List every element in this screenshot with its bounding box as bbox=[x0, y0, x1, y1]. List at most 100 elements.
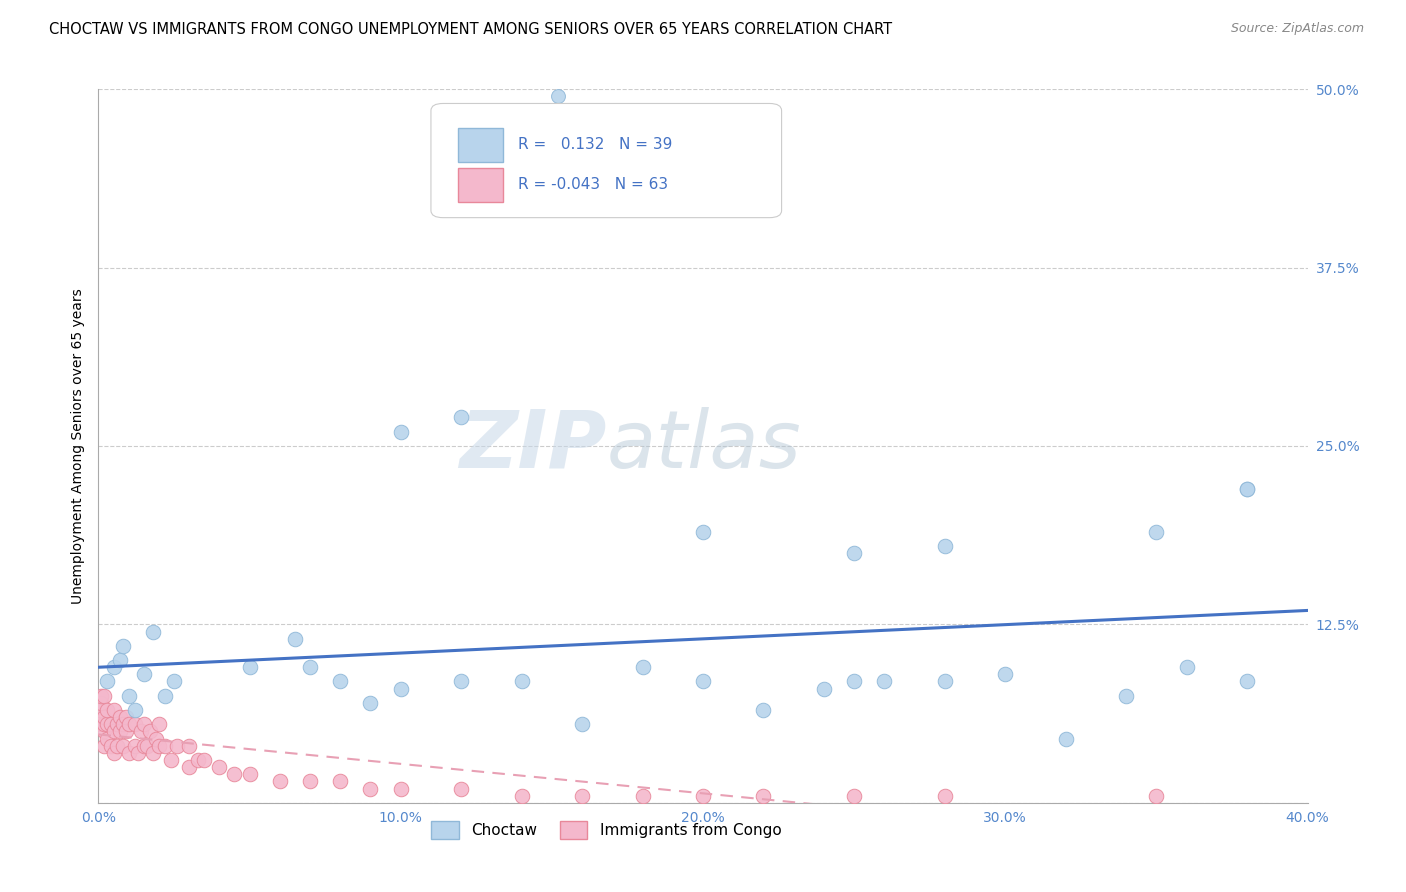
Point bbox=[166, 739, 188, 753]
Point bbox=[1236, 674, 1258, 689]
Point bbox=[844, 546, 866, 560]
Point bbox=[193, 753, 215, 767]
Point bbox=[284, 632, 307, 646]
Point bbox=[132, 739, 155, 753]
Point bbox=[118, 689, 141, 703]
Point bbox=[114, 710, 136, 724]
Point bbox=[179, 760, 201, 774]
Point bbox=[631, 789, 654, 803]
Point bbox=[103, 724, 125, 739]
Point bbox=[752, 703, 775, 717]
Point bbox=[239, 660, 262, 674]
Point bbox=[692, 674, 714, 689]
Point bbox=[187, 753, 209, 767]
Point bbox=[108, 724, 131, 739]
FancyBboxPatch shape bbox=[432, 103, 782, 218]
Point bbox=[1236, 482, 1258, 496]
Point bbox=[90, 696, 112, 710]
Point bbox=[450, 781, 472, 796]
Point bbox=[153, 689, 176, 703]
Point bbox=[100, 739, 122, 753]
Point bbox=[239, 767, 262, 781]
Text: Source: ZipAtlas.com: Source: ZipAtlas.com bbox=[1230, 22, 1364, 36]
Point bbox=[139, 724, 162, 739]
Text: atlas: atlas bbox=[606, 407, 801, 485]
Point bbox=[269, 774, 291, 789]
Point bbox=[994, 667, 1017, 681]
Point bbox=[148, 717, 170, 731]
Point bbox=[103, 703, 125, 717]
Point bbox=[90, 689, 112, 703]
Point bbox=[93, 724, 115, 739]
Point bbox=[1115, 689, 1137, 703]
Point bbox=[108, 710, 131, 724]
Point bbox=[142, 746, 165, 760]
Point bbox=[103, 660, 125, 674]
Point bbox=[132, 717, 155, 731]
Point bbox=[114, 724, 136, 739]
Point bbox=[105, 717, 128, 731]
Point bbox=[752, 789, 775, 803]
Point bbox=[93, 689, 115, 703]
Point bbox=[135, 739, 157, 753]
FancyBboxPatch shape bbox=[457, 128, 503, 162]
Point bbox=[844, 789, 866, 803]
Text: R = -0.043   N = 63: R = -0.043 N = 63 bbox=[517, 178, 668, 193]
Point bbox=[571, 789, 593, 803]
Point bbox=[450, 410, 472, 425]
Point bbox=[179, 739, 201, 753]
Point bbox=[389, 781, 412, 796]
Point bbox=[118, 746, 141, 760]
Point bbox=[93, 739, 115, 753]
Point bbox=[96, 731, 118, 746]
Legend: Choctaw, Immigrants from Congo: Choctaw, Immigrants from Congo bbox=[425, 815, 787, 845]
Point bbox=[153, 739, 176, 753]
Point bbox=[124, 739, 146, 753]
Point bbox=[108, 653, 131, 667]
Point bbox=[111, 717, 134, 731]
Text: CHOCTAW VS IMMIGRANTS FROM CONGO UNEMPLOYMENT AMONG SENIORS OVER 65 YEARS CORREL: CHOCTAW VS IMMIGRANTS FROM CONGO UNEMPLO… bbox=[49, 22, 893, 37]
Point bbox=[1144, 789, 1167, 803]
Point bbox=[329, 674, 352, 689]
Point bbox=[934, 539, 956, 553]
Point bbox=[571, 717, 593, 731]
Point bbox=[873, 674, 896, 689]
Point bbox=[1144, 524, 1167, 539]
Point bbox=[450, 674, 472, 689]
Point bbox=[118, 717, 141, 731]
Point bbox=[631, 660, 654, 674]
Point bbox=[111, 739, 134, 753]
Point bbox=[510, 674, 533, 689]
Point bbox=[127, 746, 149, 760]
Point bbox=[132, 667, 155, 681]
Point bbox=[360, 781, 382, 796]
Point bbox=[129, 724, 152, 739]
Point bbox=[100, 717, 122, 731]
Point bbox=[124, 717, 146, 731]
Point bbox=[103, 746, 125, 760]
Point bbox=[105, 739, 128, 753]
Point bbox=[96, 674, 118, 689]
Point bbox=[329, 774, 352, 789]
Point bbox=[510, 789, 533, 803]
Point bbox=[124, 703, 146, 717]
Point bbox=[692, 789, 714, 803]
FancyBboxPatch shape bbox=[457, 168, 503, 202]
Point bbox=[692, 524, 714, 539]
Point bbox=[142, 624, 165, 639]
Point bbox=[389, 681, 412, 696]
Point bbox=[90, 717, 112, 731]
Point bbox=[844, 674, 866, 689]
Point bbox=[1054, 731, 1077, 746]
Point bbox=[934, 674, 956, 689]
Point bbox=[90, 703, 112, 717]
Point bbox=[96, 703, 118, 717]
Point bbox=[389, 425, 412, 439]
Point bbox=[208, 760, 231, 774]
Point bbox=[111, 639, 134, 653]
Point bbox=[160, 753, 183, 767]
Point bbox=[224, 767, 246, 781]
Point bbox=[360, 696, 382, 710]
Point bbox=[547, 89, 569, 103]
Text: ZIP: ZIP bbox=[458, 407, 606, 485]
